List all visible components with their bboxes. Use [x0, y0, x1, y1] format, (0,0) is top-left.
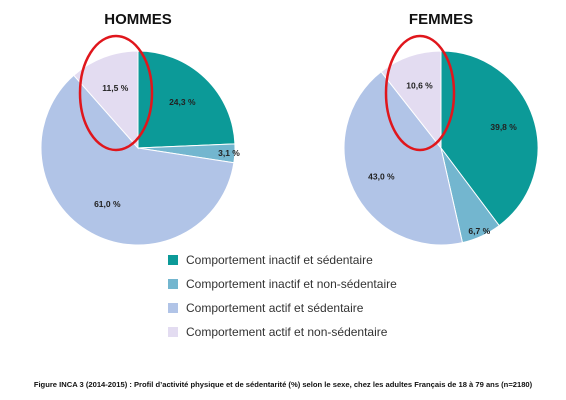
legend-swatch: [168, 303, 178, 313]
pie-chart-hommes: HOMMES 24,3 % 3,1 % 61,0 % 11,5 %: [40, 11, 240, 246]
legend-swatch: [168, 327, 178, 337]
legend-item: Comportement inactif et sédentaire: [168, 253, 373, 267]
legend-label: Comportement actif et sédentaire: [186, 301, 364, 315]
pie-slice-femmes-inactif-sedentaire: [440, 50, 539, 227]
legend-label: Comportement inactif et sédentaire: [186, 253, 373, 267]
slice-label-hommes-actif-non-sedentaire: 11,5 %: [102, 83, 128, 93]
pie-slice-hommes-inactif-sedentaire: [137, 50, 236, 149]
chart-title-hommes: HOMMES: [104, 11, 172, 28]
pie-slice-hommes-actif-non-sedentaire: [73, 50, 139, 150]
legend-item: Comportement actif et non-sédentaire: [168, 325, 388, 339]
legend-item: Comportement actif et sédentaire: [168, 301, 364, 315]
legend-swatch: [168, 255, 178, 265]
slice-label-femmes-inactif-non-sedentaire: 6,7 %: [468, 226, 490, 236]
slice-label-femmes-actif-sedentaire: 43,0 %: [368, 171, 395, 181]
legend-item: Comportement inactif et non-sédentaire: [168, 277, 397, 291]
slice-label-hommes-actif-sedentaire: 61,0 %: [94, 199, 121, 209]
pie-slice-femmes-actif-non-sedentaire: [380, 50, 442, 150]
chart-title-femmes: FEMMES: [409, 11, 473, 28]
slice-label-femmes-actif-non-sedentaire: 10,6 %: [406, 81, 433, 91]
legend-label: Comportement inactif et non-sédentaire: [186, 277, 397, 291]
slice-label-femmes-inactif-sedentaire: 39,8 %: [490, 122, 517, 132]
legend-label: Comportement actif et non-sédentaire: [186, 325, 388, 339]
legend-swatch: [168, 279, 178, 289]
slice-label-hommes-inactif-non-sedentaire: 3,1 %: [218, 148, 240, 158]
figure-caption: Figure INCA 3 (2014-2015) : Profil d’act…: [34, 380, 533, 389]
pie-chart-femmes: FEMMES 39,8 % 6,7 % 43,0 % 10,6 %: [343, 11, 539, 246]
legend: Comportement inactif et sédentaire Compo…: [168, 253, 397, 339]
highlight-ellipse-femmes: [384, 34, 456, 152]
slice-label-hommes-inactif-sedentaire: 24,3 %: [169, 97, 196, 107]
pie-slice-femmes-actif-sedentaire: [343, 70, 464, 246]
highlight-ellipse-hommes: [78, 34, 154, 152]
pie-slice-hommes-actif-sedentaire: [40, 74, 235, 246]
